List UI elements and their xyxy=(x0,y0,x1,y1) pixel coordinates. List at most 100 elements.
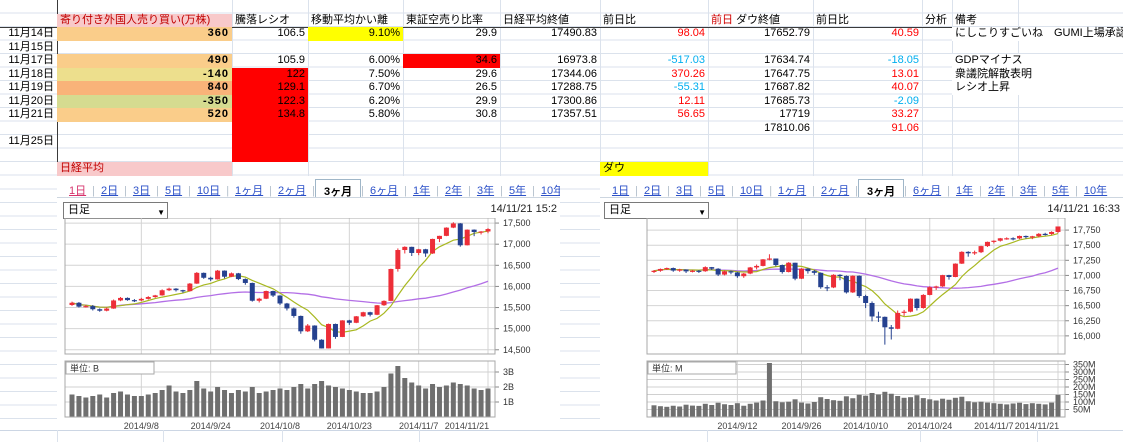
period-tab-14[interactable]: 10年 xyxy=(540,185,560,197)
dow-change-cell[interactable]: 13.01 xyxy=(891,67,919,80)
date-cell[interactable]: 11月21日 xyxy=(8,108,54,120)
dow-close-cell[interactable]: 17687.82 xyxy=(764,81,810,93)
foreign-trades-cell[interactable]: 520 xyxy=(57,108,232,122)
ratio-cell[interactable]: 105.9 xyxy=(277,54,305,66)
nikkei-close-cell[interactable]: 16973.8 xyxy=(557,54,597,66)
date-cell[interactable]: 11月19日 xyxy=(8,81,54,93)
ma-deviation-cell[interactable]: 9.10% xyxy=(308,27,403,41)
ma-deviation-cell[interactable]: 6.70% xyxy=(368,81,400,93)
dow-change-cell[interactable]: -2.09 xyxy=(893,94,919,107)
nikkei-close-cell[interactable]: 17300.86 xyxy=(551,94,597,107)
ma-deviation-cell[interactable]: 5.80% xyxy=(368,108,400,120)
period-tab-7[interactable]: 2ヶ月 xyxy=(821,185,850,197)
col-header-analysis[interactable]: 分析 xyxy=(925,13,947,26)
period-tab-12[interactable]: 3年 xyxy=(476,185,495,197)
nikkei-close-cell[interactable]: 17357.51 xyxy=(551,108,597,120)
dow-change-cell[interactable]: 91.06 xyxy=(891,121,919,134)
col-header-remarks[interactable]: 備考 xyxy=(955,13,977,26)
nikkei-change-cell[interactable]: 12.11 xyxy=(678,94,705,107)
period-tab-3[interactable]: 3日 xyxy=(675,185,694,197)
period-tab-1[interactable]: 1日 xyxy=(69,185,87,197)
col-header-nikkei-close[interactable]: 日経平均終値 xyxy=(503,13,569,26)
short-ratio-cell[interactable]: 30.8 xyxy=(475,108,497,120)
period-tab-2[interactable]: 2日 xyxy=(643,185,662,197)
dow-close-cell[interactable]: 17647.75 xyxy=(764,67,810,80)
date-cell[interactable]: 11月18日 xyxy=(8,67,54,80)
col-header-foreign-trades[interactable]: 寄り付き外国人売り買い(万株) xyxy=(57,13,232,28)
period-tab-10[interactable]: 1年 xyxy=(412,185,431,197)
period-tab-14[interactable]: 10年 xyxy=(1083,185,1108,197)
remark-cell[interactable]: にしこりすごいね GUMI上場承認 xyxy=(952,27,1123,41)
nikkei-section-label[interactable]: 日経平均 xyxy=(57,162,232,176)
nikkei-change-cell[interactable]: 56.65 xyxy=(677,108,705,120)
period-tab-4[interactable]: 5日 xyxy=(164,185,183,197)
col-header-short-sell-ratio[interactable]: 東証空売り比率 xyxy=(406,13,483,26)
dow-change-cell[interactable]: -18.05 xyxy=(887,54,919,66)
remark-cell[interactable]: GDPマイナス xyxy=(952,54,1123,68)
col-header-dow-change[interactable]: 前日比 xyxy=(816,13,849,26)
short-ratio-cell[interactable]: 34.6 xyxy=(403,54,500,68)
short-ratio-cell[interactable]: 29.9 xyxy=(475,94,497,107)
ratio-cell[interactable]: 122.3 xyxy=(277,94,305,107)
period-tab-6[interactable]: 1ヶ月 xyxy=(778,185,807,197)
foreign-trades-cell[interactable]: 360 xyxy=(57,27,232,41)
ratio-cell[interactable]: 122 xyxy=(286,67,305,80)
period-tab-11[interactable]: 2年 xyxy=(987,185,1006,197)
dow-section-label[interactable]: ダウ xyxy=(600,162,708,176)
nikkei-close-cell[interactable]: 17344.06 xyxy=(551,67,597,80)
short-ratio-cell[interactable]: 29.9 xyxy=(475,27,497,39)
dow-change-cell[interactable]: 33.27 xyxy=(891,108,919,120)
dow-close-cell[interactable]: 17685.73 xyxy=(764,94,810,107)
dow-change-cell[interactable]: 40.07 xyxy=(891,81,919,93)
period-tab-11[interactable]: 2年 xyxy=(444,185,463,197)
period-tab-8[interactable]: 3ヶ月 xyxy=(858,179,905,197)
dow-close-cell[interactable]: 17634.74 xyxy=(764,54,810,66)
date-cell[interactable]: 11月25日 xyxy=(8,135,54,147)
date-cell[interactable]: 11月14日 xyxy=(8,27,54,39)
nikkei-close-cell[interactable]: 17288.75 xyxy=(551,81,597,93)
chart-type-dropdown[interactable]: 日足 ▼ xyxy=(63,202,168,219)
ma-deviation-cell[interactable]: 6.00% xyxy=(368,54,400,66)
nikkei-change-cell[interactable]: -55.31 xyxy=(673,81,705,93)
period-tab-4[interactable]: 5日 xyxy=(707,185,726,197)
foreign-trades-cell[interactable]: -350 xyxy=(57,94,232,109)
date-cell[interactable]: 11月20日 xyxy=(8,94,54,107)
period-tab-1[interactable]: 1日 xyxy=(612,185,630,197)
dow-change-cell[interactable]: 40.59 xyxy=(891,27,919,39)
ratio-cell[interactable]: 129.1 xyxy=(277,81,305,93)
col-header-dow-close[interactable]: 前日 ダウ終値 xyxy=(708,14,813,28)
chart-type-dropdown[interactable]: 日足 ▼ xyxy=(604,202,709,219)
ma-deviation-cell[interactable]: 7.50% xyxy=(368,67,400,80)
dow-close-cell[interactable]: 17810.06 xyxy=(764,121,810,134)
period-tab-7[interactable]: 2ヶ月 xyxy=(278,185,307,197)
ma-deviation-cell[interactable]: 6.20% xyxy=(368,94,400,107)
short-ratio-cell[interactable]: 29.6 xyxy=(475,67,497,80)
period-tab-12[interactable]: 3年 xyxy=(1019,185,1038,197)
foreign-trades-cell[interactable]: 840 xyxy=(57,81,232,95)
nikkei-change-cell[interactable]: 370.26 xyxy=(671,67,705,80)
ratio-cell[interactable]: 106.5 xyxy=(277,27,305,39)
period-tab-9[interactable]: 6ヶ月 xyxy=(370,185,399,197)
col-header-ma-deviation[interactable]: 移動平均かい離 xyxy=(311,13,388,26)
period-tab-5[interactable]: 10日 xyxy=(739,185,764,197)
nikkei-change-cell[interactable]: 98.04 xyxy=(677,27,705,39)
period-tab-8[interactable]: 3ヶ月 xyxy=(315,179,362,197)
period-tab-9[interactable]: 6ヶ月 xyxy=(913,185,942,197)
dow-close-cell[interactable]: 17652.79 xyxy=(764,27,810,39)
col-header-advance-decline-ratio[interactable]: 騰落レシオ xyxy=(235,13,290,26)
period-tab-5[interactable]: 10日 xyxy=(196,185,221,197)
period-tab-10[interactable]: 1年 xyxy=(955,185,974,197)
foreign-trades-cell[interactable]: 490 xyxy=(57,54,232,68)
dow-close-cell[interactable]: 17719 xyxy=(779,108,810,120)
period-tab-2[interactable]: 2日 xyxy=(100,185,119,197)
nikkei-change-cell[interactable]: -517.03 xyxy=(667,54,705,66)
foreign-trades-cell[interactable]: -140 xyxy=(57,67,232,82)
date-cell[interactable]: 11月15日 xyxy=(8,40,54,53)
remark-cell[interactable]: レシオ上昇 xyxy=(952,81,1123,95)
ratio-cell[interactable]: 134.8 xyxy=(277,108,305,120)
period-tab-6[interactable]: 1ヶ月 xyxy=(235,185,264,197)
short-ratio-cell[interactable]: 26.5 xyxy=(475,81,497,93)
period-tab-3[interactable]: 3日 xyxy=(132,185,151,197)
remark-cell[interactable]: 衆議院解散表明 xyxy=(952,67,1123,82)
col-header-nikkei-change[interactable]: 前日比 xyxy=(603,13,636,26)
